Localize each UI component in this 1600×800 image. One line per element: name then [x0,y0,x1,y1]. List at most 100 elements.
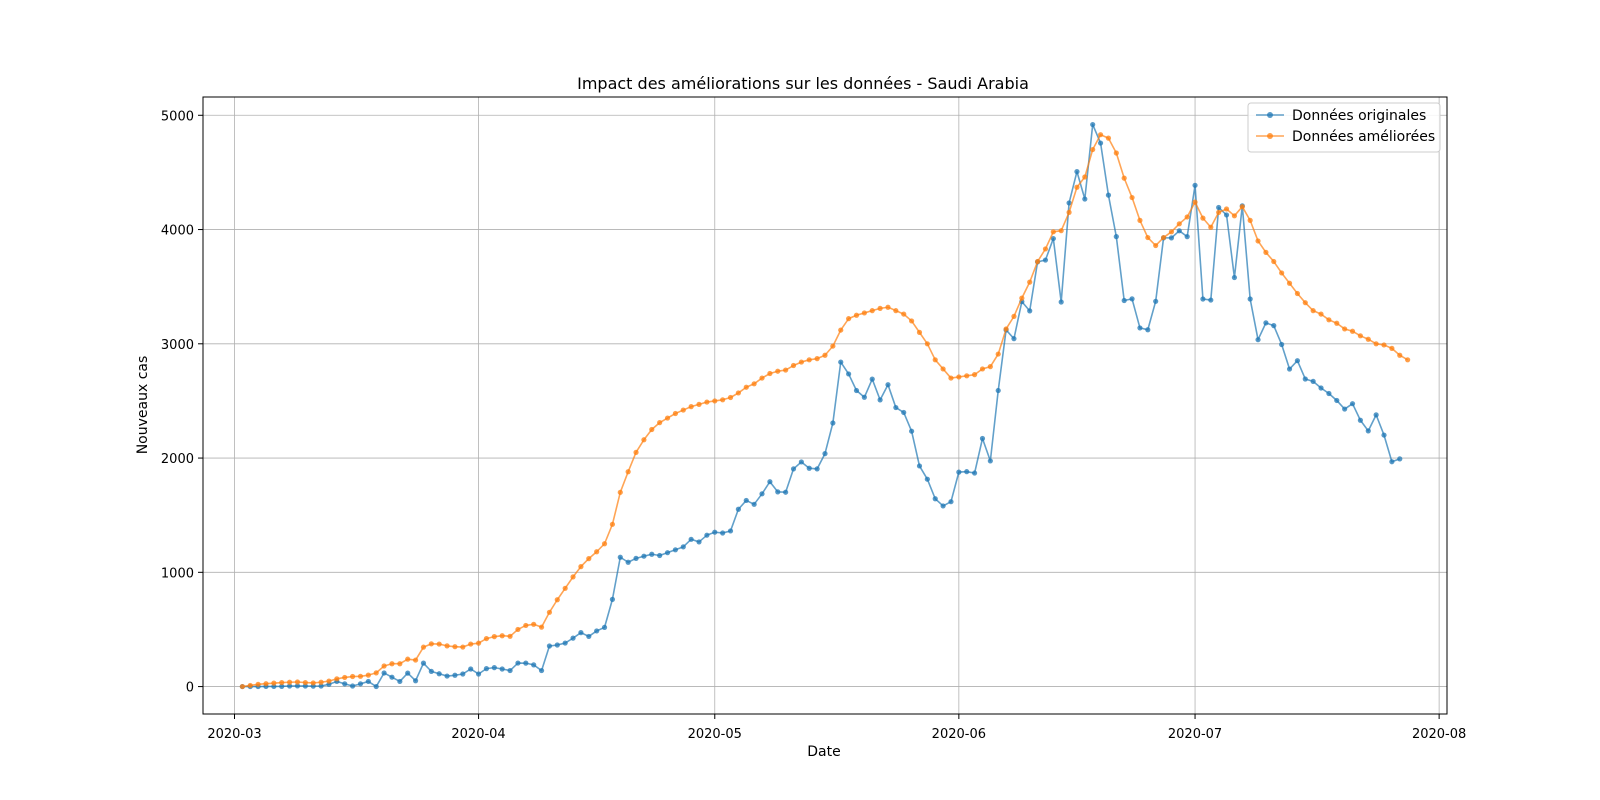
data-point [357,681,364,687]
data-point [1058,228,1064,234]
data-point [1263,320,1269,326]
x-tick-label: 2020-07 [1168,727,1222,742]
data-point [1405,357,1411,363]
data-point [759,491,765,497]
data-point [909,318,915,324]
data-point [956,374,962,380]
data-point [893,404,899,411]
series-improved [239,132,1411,690]
data-point [601,541,608,547]
data-point [971,372,978,378]
data-point [838,327,844,333]
data-point [1145,234,1151,241]
data-point [924,341,930,347]
y-tick-label: 4000 [161,224,194,239]
data-point [475,671,482,677]
data-point [1168,229,1175,235]
data-point [1263,249,1269,255]
data-point [460,644,466,650]
data-point [1050,235,1056,242]
data-point [987,364,993,370]
data-point [1074,184,1080,190]
y-tick-label: 2000 [161,452,194,467]
data-point [1381,432,1387,438]
data-point [554,597,560,603]
data-point [1050,229,1056,235]
data-point [483,635,490,642]
data-point [790,362,797,369]
data-point [1129,296,1135,302]
data-point [964,373,970,379]
data-point [1349,328,1356,334]
data-point [483,666,490,672]
data-point [1223,212,1230,218]
data-point [971,470,978,476]
data-point [948,375,954,381]
data-point [1279,270,1285,276]
data-point [538,624,545,630]
legend-marker-original [1267,112,1273,118]
data-point [239,683,245,690]
data-point [657,552,663,559]
data-point [365,678,371,685]
data-point [1365,428,1371,434]
data-point [279,683,285,689]
data-point [940,503,946,509]
data-point [515,626,521,633]
data-point [830,420,836,426]
data-point [271,680,277,686]
data-point [869,376,875,382]
data-point [822,451,828,457]
data-point [444,673,450,679]
data-point [1034,258,1041,265]
data-point [893,308,899,314]
data-point [1097,132,1104,138]
data-point [1216,209,1222,215]
data-point [704,532,710,538]
data-point [940,366,946,372]
data-point [1231,274,1238,281]
data-point [649,426,655,433]
data-point [531,662,537,668]
data-point [263,681,269,687]
data-point [1397,352,1403,358]
data-point [531,621,537,627]
data-point [1342,326,1348,332]
data-point [672,410,679,417]
data-point [255,681,261,687]
data-point [586,556,592,562]
data-point [428,668,434,674]
data-point [1279,341,1285,348]
data-point [743,497,749,504]
data-point [1082,174,1088,180]
data-point [901,409,907,416]
data-point [672,547,679,553]
data-point [1373,412,1379,418]
data-point [507,633,513,639]
data-point [932,496,938,502]
data-point [546,609,553,615]
data-point [562,585,568,591]
data-point [389,674,395,680]
data-point [1349,401,1356,407]
data-point [1129,194,1135,201]
data-point [1027,279,1033,285]
data-point [814,466,820,472]
data-point [475,640,482,646]
data-point [1090,121,1096,128]
data-point [924,476,930,482]
data-point [1326,317,1332,323]
x-tick-label: 2020-06 [932,727,986,742]
data-point [830,343,836,349]
data-point [412,657,419,663]
data-point [1247,217,1253,223]
data-point [523,622,529,629]
data-point [846,316,852,322]
data-point [680,407,686,413]
data-point [412,678,419,684]
data-point [861,310,867,316]
data-point [885,382,891,388]
data-point [1255,238,1261,244]
data-point [1176,228,1182,234]
